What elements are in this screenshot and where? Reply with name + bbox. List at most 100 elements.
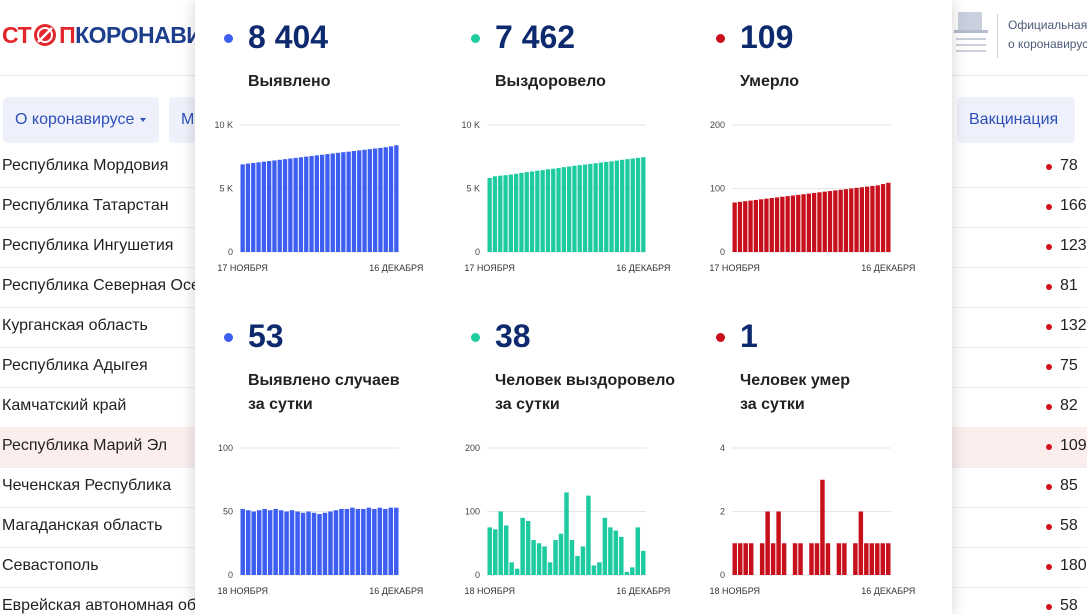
bar — [865, 186, 870, 252]
bar — [608, 527, 613, 575]
bar — [351, 151, 357, 252]
bar — [394, 507, 399, 575]
bar — [377, 507, 383, 575]
bar — [542, 546, 547, 575]
y-tick-label: 0 — [720, 570, 725, 580]
bar — [586, 495, 591, 575]
bar — [817, 192, 822, 252]
bar — [298, 157, 304, 252]
stat-label: Человек умер — [740, 372, 851, 389]
bar — [769, 198, 774, 252]
stat-label: Выявлено случаев — [248, 372, 400, 389]
official-text: Официальная — [1008, 18, 1087, 32]
nav-button[interactable]: О коронавирусе — [3, 97, 159, 143]
bar — [240, 508, 245, 575]
bar — [836, 543, 842, 575]
bar — [849, 188, 854, 252]
bar — [383, 147, 388, 252]
bar — [604, 161, 609, 252]
bar — [748, 543, 754, 575]
status-dot — [1046, 324, 1052, 330]
bar — [262, 508, 267, 575]
bar — [806, 193, 811, 252]
region-value: 180 — [1060, 557, 1087, 574]
bar — [801, 194, 806, 252]
y-tick-label: 0 — [720, 247, 725, 257]
bar — [520, 517, 525, 575]
bar — [388, 146, 394, 252]
bar — [572, 165, 577, 252]
bar — [575, 555, 580, 575]
bar — [339, 508, 344, 575]
bar — [309, 155, 314, 252]
bar — [785, 196, 790, 252]
y-tick-label: 0 — [228, 570, 233, 580]
bar — [251, 162, 256, 252]
status-dot — [1046, 204, 1052, 210]
bar — [344, 508, 350, 575]
bar — [373, 148, 378, 252]
region-name: Республика Мордовия — [2, 157, 169, 174]
bar — [641, 157, 646, 252]
bar — [593, 163, 598, 252]
bar — [509, 562, 514, 575]
region-name: Курганская область — [2, 317, 148, 334]
bar — [372, 508, 377, 575]
status-dot — [471, 333, 480, 342]
bar — [540, 170, 545, 252]
bar — [792, 543, 798, 575]
stat-label: Выздоровело — [495, 73, 606, 90]
bar — [245, 510, 251, 575]
bar — [378, 147, 383, 252]
bar — [737, 201, 743, 252]
x-tick-label: 18 НОЯБРЯ — [464, 586, 515, 596]
bar — [383, 508, 388, 575]
nav-button[interactable]: Вакцинация — [957, 97, 1075, 143]
table-row[interactable]: Еврейская автономная область 58 — [0, 587, 1087, 615]
region-value: 166 — [1060, 197, 1087, 214]
bar — [641, 550, 646, 575]
bar — [635, 157, 641, 252]
bar — [564, 492, 569, 575]
stats-panel: 0 5 K 10 K 17 НОЯБРЯ 16 ДЕКАБРЯ 0 5 K 10 K 17 НО… — [195, 0, 952, 615]
bar — [624, 571, 630, 575]
bar — [525, 521, 531, 575]
bar — [635, 527, 641, 575]
nav-label: О коронавирусе — [15, 111, 135, 128]
status-dot — [1046, 364, 1052, 370]
region-name: Республика Марий Эл — [2, 437, 168, 454]
bar — [737, 543, 743, 575]
bar — [394, 145, 399, 252]
y-tick-label: 50 — [223, 507, 233, 517]
bar — [820, 479, 825, 575]
charts: 0 5 K 10 K 17 НОЯБРЯ 16 ДЕКАБРЯ 0 5 K 10 K 17 НО… — [214, 120, 915, 596]
y-tick-label: 0 — [475, 570, 480, 580]
stat-value: 38 — [495, 318, 531, 354]
bar — [311, 512, 317, 575]
bar — [748, 200, 753, 252]
y-tick-label: 0 — [475, 247, 480, 257]
bar — [569, 540, 575, 575]
bar — [843, 189, 849, 252]
bar — [609, 161, 614, 252]
bar — [625, 159, 630, 252]
bar — [388, 507, 394, 575]
bar — [514, 568, 520, 575]
bar — [524, 172, 529, 252]
stat-value: 109 — [740, 19, 794, 55]
bar — [753, 199, 758, 252]
bar — [503, 525, 509, 575]
status-dot — [1046, 484, 1052, 490]
bar — [842, 543, 847, 575]
stat-label: за сутки — [740, 396, 805, 413]
bar — [875, 185, 880, 252]
y-tick-label: 0 — [228, 247, 233, 257]
bar — [508, 174, 513, 252]
y-tick-label: 10 K — [214, 120, 233, 130]
bar — [619, 536, 624, 575]
bar — [833, 190, 838, 252]
bar — [588, 163, 593, 252]
bar — [362, 149, 367, 252]
bar — [630, 158, 635, 252]
